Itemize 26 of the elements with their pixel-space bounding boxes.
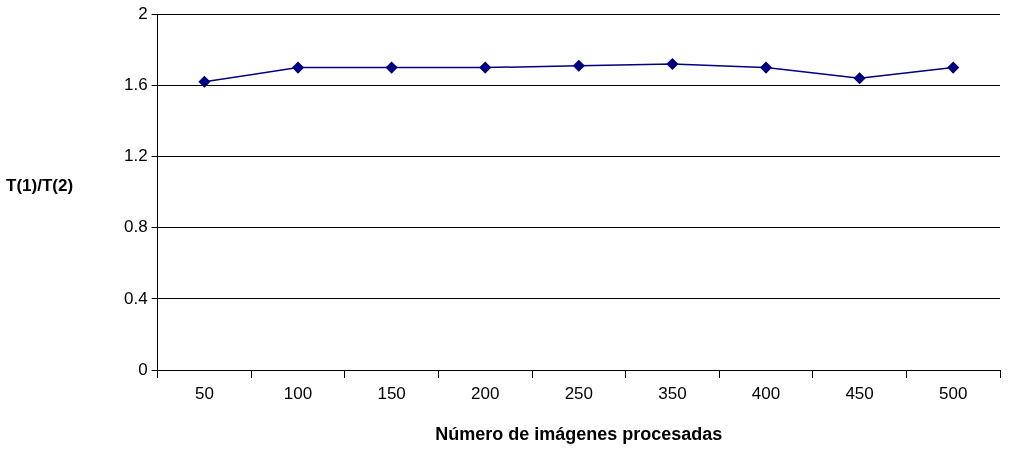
y-tick-label: 2 <box>138 3 148 23</box>
point <box>479 61 491 74</box>
point <box>573 60 585 72</box>
point <box>853 72 866 84</box>
x-tick-label: 500 <box>939 383 968 403</box>
point <box>385 61 398 74</box>
x-tick-label: 150 <box>377 383 406 403</box>
x-tick-label: 250 <box>564 383 593 403</box>
x-tick-label: 400 <box>751 383 781 403</box>
y-tick-label: 0 <box>138 359 148 379</box>
x-axis-title: Número de imágenes procesadas <box>435 424 723 445</box>
y-axis-title: T(1)/T(2) <box>6 176 74 196</box>
x-tick-label: 100 <box>283 383 313 403</box>
x-tick-label: 450 <box>845 383 874 403</box>
y-tick-label: 0.8 <box>123 217 148 237</box>
point <box>198 76 211 88</box>
point <box>947 61 959 74</box>
y-tick-label: 1.6 <box>123 75 148 95</box>
point <box>666 58 679 70</box>
x-tick-label: 350 <box>658 383 687 403</box>
y-tick-label: 0.4 <box>123 288 148 308</box>
point <box>760 61 772 74</box>
x-tick-label: 200 <box>471 383 500 403</box>
y-tick-label: 1.2 <box>123 146 148 166</box>
x-tick-label: 50 <box>194 383 214 403</box>
point <box>292 61 304 74</box>
